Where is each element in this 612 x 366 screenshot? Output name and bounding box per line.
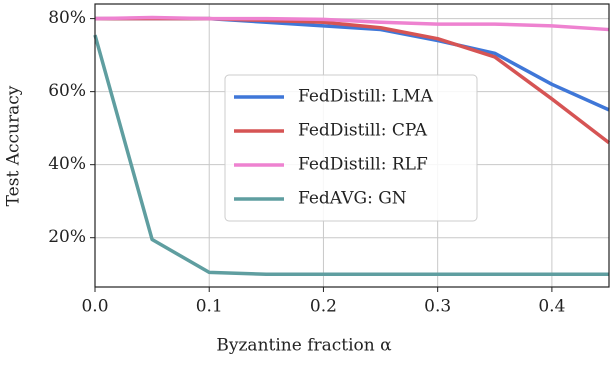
x-tick-label: 0.3 [424,297,451,317]
y-tick-label: 40% [48,154,86,174]
x-tick-label: 0.2 [310,297,337,317]
y-axis-label: Test Accuracy [4,85,24,206]
legend: FedDistill: LMA FedDistill: CPA FedDistill… [224,74,478,222]
y-tick-label: 80% [48,8,86,28]
legend-label: FedDistill: RLF [298,155,428,175]
y-tick-label: 60% [48,81,86,101]
legend-label: FedAVG: GN [298,189,407,209]
plot-frame [94,3,610,288]
legend-box [224,74,478,222]
x-tick-label: 0.1 [196,297,223,317]
x-axis-label: Byzantine fraction α [216,336,392,356]
legend-label: FedDistill: LMA [298,87,434,107]
legend-label: FedDistill: CPA [298,121,428,141]
x-tick-label: 0.0 [81,297,108,317]
series-line [93,34,609,276]
y-tick-label: 20% [48,227,86,247]
x-tick-label: 0.4 [538,297,565,317]
series-line [94,15,610,32]
